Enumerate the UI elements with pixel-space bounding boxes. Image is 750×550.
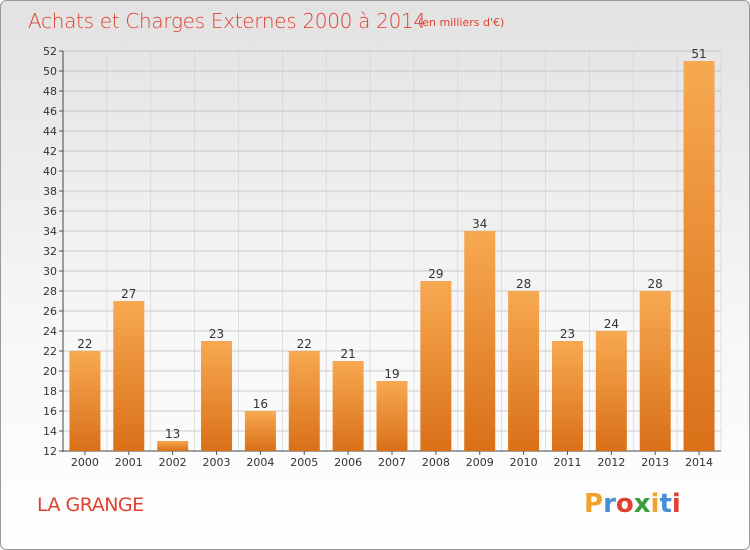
bar bbox=[464, 231, 496, 451]
y-tick-label: 24 bbox=[43, 325, 57, 338]
data-label: 22 bbox=[297, 337, 312, 351]
x-tick-label: 2001 bbox=[115, 456, 143, 469]
y-tick-label: 30 bbox=[43, 265, 57, 278]
logo-letter: x bbox=[633, 489, 651, 519]
bars bbox=[69, 61, 715, 451]
y-tick-label: 42 bbox=[43, 145, 57, 158]
bar bbox=[639, 291, 671, 451]
bar bbox=[595, 331, 627, 451]
y-tick-label: 44 bbox=[43, 125, 57, 138]
bar bbox=[420, 281, 452, 451]
y-tick-label: 18 bbox=[43, 385, 57, 398]
x-tick-label: 2002 bbox=[159, 456, 187, 469]
logo-letter: i bbox=[650, 489, 660, 519]
logo-letter: P bbox=[584, 489, 604, 519]
y-tick-label: 20 bbox=[43, 365, 57, 378]
bar bbox=[376, 381, 408, 451]
y-tick-label: 34 bbox=[43, 225, 57, 238]
x-tick-label: 2003 bbox=[203, 456, 231, 469]
y-tick-label: 52 bbox=[43, 45, 57, 58]
data-label: 29 bbox=[428, 267, 443, 281]
y-tick-label: 46 bbox=[43, 105, 57, 118]
bar bbox=[508, 291, 540, 451]
data-label: 16 bbox=[253, 397, 268, 411]
bar bbox=[551, 341, 583, 451]
labels: 12 14 16 18 20 22 24 26 28 30 32 34 36 38 40 42 44 46 48 50… bbox=[43, 45, 713, 469]
x-tick-label: 2008 bbox=[422, 456, 450, 469]
bar bbox=[157, 441, 189, 451]
x-tick-label: 2013 bbox=[641, 456, 669, 469]
y-tick-label: 50 bbox=[43, 65, 57, 78]
x-tick-label: 2005 bbox=[290, 456, 318, 469]
data-label: 28 bbox=[648, 277, 663, 291]
bar bbox=[113, 301, 145, 451]
bar bbox=[288, 351, 320, 451]
bar bbox=[244, 411, 276, 451]
bar bbox=[201, 341, 233, 451]
data-label: 51 bbox=[691, 47, 706, 61]
bar bbox=[683, 61, 715, 451]
y-tick-label: 26 bbox=[43, 305, 57, 318]
data-label: 19 bbox=[384, 367, 399, 381]
x-tick-label: 2009 bbox=[466, 456, 494, 469]
commune-name: LA GRANGE bbox=[37, 494, 144, 516]
logo-letter: i bbox=[671, 489, 681, 519]
data-label: 28 bbox=[516, 277, 531, 291]
data-label: 13 bbox=[165, 427, 180, 441]
chart-subtitle: (en milliers d'€) bbox=[418, 16, 505, 29]
data-label: 27 bbox=[121, 287, 136, 301]
x-tick-label: 2014 bbox=[685, 456, 713, 469]
y-tick-label: 14 bbox=[43, 425, 57, 438]
y-tick-label: 40 bbox=[43, 165, 57, 178]
y-tick-label: 16 bbox=[43, 405, 57, 418]
data-label: 21 bbox=[340, 347, 355, 361]
bar bbox=[69, 351, 101, 451]
logo-letter: o bbox=[615, 489, 634, 519]
logo-letter: r bbox=[603, 489, 616, 519]
x-tick-label: 2010 bbox=[510, 456, 538, 469]
y-tick-label: 12 bbox=[43, 445, 57, 458]
y-tick-label: 38 bbox=[43, 185, 57, 198]
y-tick-label: 32 bbox=[43, 245, 57, 258]
y-tick-label: 48 bbox=[43, 85, 57, 98]
data-label: 23 bbox=[209, 327, 224, 341]
x-tick-label: 2004 bbox=[246, 456, 274, 469]
x-tick-label: 2006 bbox=[334, 456, 362, 469]
x-tick-label: 2000 bbox=[71, 456, 99, 469]
proxiti-logo[interactable]: Proxiti bbox=[584, 489, 681, 519]
chart-title: Achats et Charges Externes 2000 à 2014 bbox=[28, 9, 426, 33]
logo-letter: t bbox=[659, 489, 672, 519]
y-tick-label: 28 bbox=[43, 285, 57, 298]
x-tick-label: 2011 bbox=[553, 456, 581, 469]
data-label: 24 bbox=[604, 317, 619, 331]
bar bbox=[332, 361, 364, 451]
data-label: 34 bbox=[472, 217, 487, 231]
x-tick-label: 2007 bbox=[378, 456, 406, 469]
x-tick-label: 2012 bbox=[597, 456, 625, 469]
y-tick-label: 36 bbox=[43, 205, 57, 218]
data-label: 22 bbox=[77, 337, 92, 351]
data-label: 23 bbox=[560, 327, 575, 341]
y-tick-label: 22 bbox=[43, 345, 57, 358]
